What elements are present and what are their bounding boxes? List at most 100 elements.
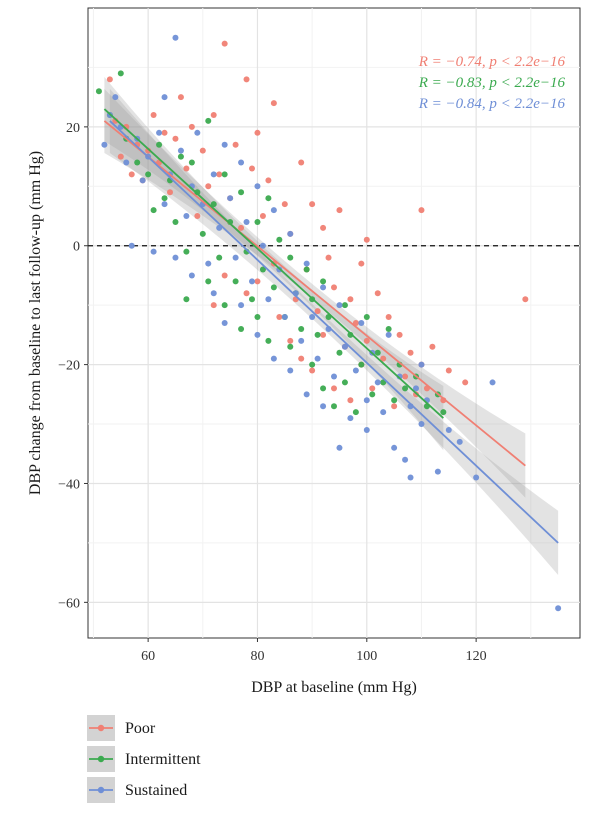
- point-intermittent: [221, 302, 228, 309]
- point-poor: [325, 254, 332, 261]
- point-sustained: [363, 426, 370, 433]
- point-poor: [331, 284, 337, 291]
- point-sustained: [270, 207, 277, 214]
- point-poor: [216, 171, 223, 178]
- point-sustained: [287, 367, 294, 374]
- point-sustained: [238, 159, 245, 166]
- point-poor: [106, 76, 113, 83]
- point-poor: [402, 373, 409, 380]
- correlation-annotations: R = −0.74, p < 2.2e−16 R = −0.83, p < 2.2…: [418, 54, 566, 112]
- point-poor: [380, 355, 387, 362]
- point-poor: [254, 129, 261, 136]
- point-poor: [298, 355, 305, 362]
- point-poor: [363, 337, 370, 344]
- point-poor: [150, 111, 157, 118]
- point-sustained: [188, 272, 195, 279]
- point-sustained: [205, 260, 212, 267]
- point-sustained: [156, 129, 163, 136]
- point-intermittent: [150, 207, 157, 214]
- point-poor: [276, 314, 283, 321]
- point-sustained: [210, 171, 217, 178]
- point-poor: [221, 40, 228, 47]
- point-poor: [391, 403, 398, 410]
- point-sustained: [418, 361, 425, 368]
- point-sustained: [445, 426, 452, 433]
- point-poor: [117, 153, 124, 160]
- point-intermittent: [331, 403, 337, 410]
- point-sustained: [210, 290, 217, 297]
- point-poor: [309, 367, 316, 374]
- point-sustained: [221, 141, 228, 148]
- point-intermittent: [199, 230, 206, 237]
- point-intermittent: [347, 331, 354, 338]
- point-poor: [522, 296, 529, 303]
- point-poor: [462, 379, 469, 386]
- point-poor: [320, 331, 327, 338]
- point-sustained: [336, 444, 343, 451]
- fit-line-poor: [103, 120, 526, 467]
- point-poor: [238, 224, 245, 231]
- point-sustained: [259, 242, 266, 249]
- point-intermittent: [188, 159, 195, 166]
- point-sustained: [363, 397, 370, 404]
- point-intermittent: [156, 141, 163, 148]
- y-tick-label: −60: [58, 596, 80, 611]
- point-sustained: [309, 314, 316, 321]
- plot-panel: [87, 7, 581, 639]
- point-sustained: [287, 230, 294, 237]
- stat-label-intermittent: R = −0.83, p < 2.2e−16: [418, 75, 566, 91]
- x-axis-ticks: 60 80 100 120: [141, 638, 487, 664]
- y-tick-label: −40: [58, 477, 80, 492]
- point-intermittent: [309, 361, 316, 368]
- stat-label-poor: R = −0.74, p < 2.2e−16: [418, 54, 566, 70]
- point-poor: [210, 302, 217, 309]
- point-sustained: [555, 605, 562, 612]
- fit-line-intermittent: [103, 108, 444, 419]
- legend-swatch-point: [97, 755, 105, 763]
- point-poor: [265, 177, 272, 184]
- point-intermittent: [259, 266, 266, 273]
- legend-swatch-point: [97, 724, 105, 732]
- point-intermittent: [183, 248, 190, 255]
- point-sustained: [331, 373, 337, 380]
- point-intermittent: [238, 325, 245, 332]
- point-sustained: [303, 260, 310, 267]
- x-tick-label: 100: [356, 649, 377, 664]
- point-intermittent: [249, 296, 255, 303]
- legend-label: Sustained: [125, 782, 187, 799]
- point-poor: [221, 272, 228, 279]
- y-tick-label: 0: [73, 240, 80, 255]
- point-poor: [210, 111, 217, 118]
- point-sustained: [123, 159, 130, 166]
- point-poor: [331, 385, 337, 392]
- point-sustained: [341, 343, 348, 350]
- point-intermittent: [145, 171, 152, 178]
- point-sustained: [183, 213, 190, 220]
- point-intermittent: [216, 254, 223, 261]
- point-sustained: [128, 242, 135, 249]
- point-poor: [243, 290, 250, 297]
- y-axis-ticks: −60 −40 −20 0 20: [58, 121, 88, 611]
- point-sustained: [358, 320, 365, 326]
- point-poor: [167, 189, 173, 196]
- y-tick-label: −20: [58, 359, 80, 374]
- point-poor: [396, 331, 403, 338]
- point-sustained: [303, 391, 310, 398]
- point-intermittent: [270, 284, 277, 291]
- point-poor: [183, 165, 190, 172]
- point-intermittent: [95, 88, 102, 95]
- point-sustained: [314, 355, 321, 362]
- point-poor: [429, 343, 436, 350]
- point-sustained: [391, 444, 398, 451]
- legend-item-sustained: Sustained: [87, 777, 187, 803]
- point-sustained: [232, 254, 239, 261]
- point-poor: [385, 314, 392, 321]
- point-sustained: [489, 379, 496, 386]
- point-intermittent: [254, 218, 261, 225]
- legend: Poor Intermittent Sustained: [87, 715, 201, 803]
- point-poor: [188, 123, 195, 130]
- y-axis-title: DBP change from baseline to last follow-…: [27, 151, 44, 495]
- point-intermittent: [380, 379, 387, 386]
- point-sustained: [194, 129, 201, 136]
